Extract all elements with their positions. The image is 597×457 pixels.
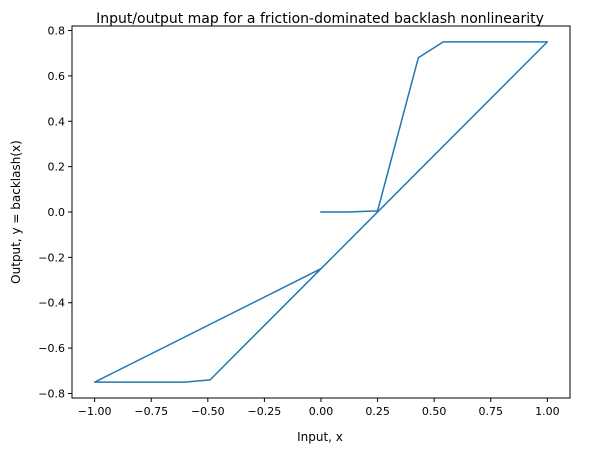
x-axis-ticks: −1.00 −0.75 −0.50 −0.25 0.00 0.25 0.50 0.75 1.00	[78, 398, 560, 418]
y-tick-label: 0.0	[48, 206, 66, 219]
y-axis-label: Output, y = backlash(x)	[9, 140, 23, 284]
series-line-0	[93, 41, 549, 383]
y-tick-label: −0.4	[38, 297, 65, 310]
y-tick-label: −0.2	[38, 251, 65, 264]
x-tick-label: −1.00	[78, 405, 112, 418]
x-tick-label: −0.75	[134, 405, 168, 418]
y-tick-label: 0.4	[48, 115, 66, 128]
x-axis-label: Input, x	[297, 430, 343, 444]
y-tick-label: −0.6	[38, 342, 65, 355]
y-tick-label: 0.6	[48, 70, 66, 83]
x-tick-label: 0.75	[479, 405, 504, 418]
chart-title: Input/output map for a friction-dominate…	[96, 11, 544, 27]
x-tick-label: −0.25	[248, 405, 282, 418]
y-tick-label: 0.8	[48, 25, 66, 38]
x-tick-label: 1.00	[535, 405, 560, 418]
y-tick-label: 0.2	[48, 161, 66, 174]
y-axis-ticks: −0.8 −0.6 −0.4 −0.2 0.0 0.2 0.4 0.6 0.8	[38, 25, 72, 400]
y-tick-label: −0.8	[38, 387, 65, 400]
x-tick-label: 0.00	[309, 405, 334, 418]
series-layer	[93, 41, 549, 383]
x-tick-label: 0.50	[422, 405, 447, 418]
x-tick-label: 0.25	[365, 405, 390, 418]
x-tick-label: −0.50	[191, 405, 225, 418]
